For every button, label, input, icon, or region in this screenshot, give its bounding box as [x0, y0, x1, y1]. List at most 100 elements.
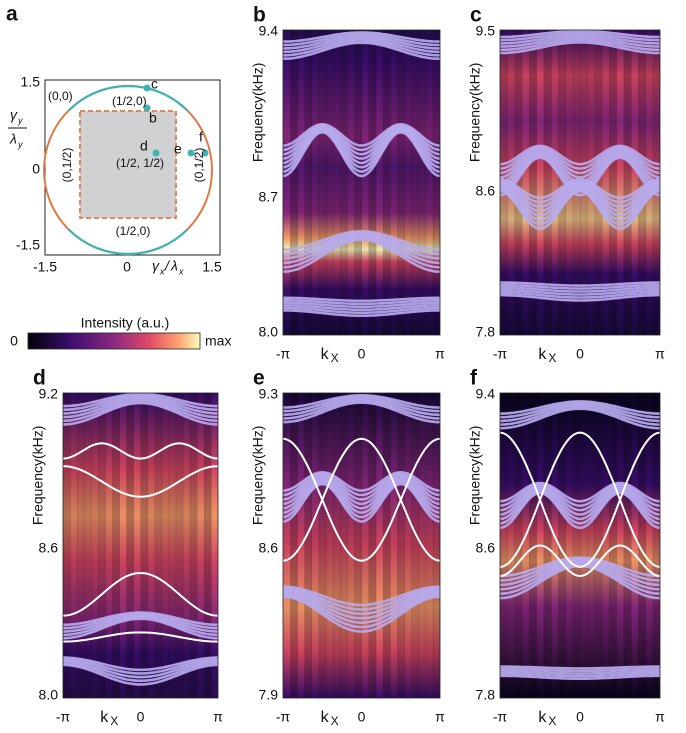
edge-state-curve	[500, 431, 660, 568]
panel-label: a	[6, 3, 18, 26]
heatmap-column	[623, 393, 632, 698]
heatmap-column	[318, 393, 327, 698]
band-line	[283, 301, 440, 309]
heatmap	[500, 393, 660, 698]
band-line	[500, 30, 660, 39]
band-line	[500, 178, 660, 200]
x-tick-label: 0	[358, 709, 366, 725]
spectrum-panel: b9.4 8.7 8.0 Frequency(kHz) -π 0 π k X	[250, 4, 445, 366]
heatmap-column	[161, 393, 170, 698]
band-line	[500, 149, 660, 179]
band-line	[500, 405, 660, 426]
x-label-part: /	[164, 258, 171, 274]
x-axis-label: k	[538, 709, 547, 726]
band-line	[500, 184, 660, 217]
y-axis-label: Frequency(kHz)	[30, 426, 46, 526]
band-line	[283, 122, 440, 147]
point-label: (1/2,0)	[116, 224, 151, 238]
heatmap-column	[147, 393, 156, 698]
edge-state-curve	[283, 437, 440, 562]
heatmap-column	[361, 393, 370, 698]
band-line	[283, 474, 440, 501]
y-tick-label: 9.4	[476, 386, 496, 402]
heatmap-column	[98, 393, 106, 698]
band-line	[283, 37, 440, 54]
heatmap-background	[500, 393, 660, 698]
heatmap-column	[587, 393, 596, 698]
panel-label: f	[470, 367, 478, 390]
point	[201, 149, 209, 157]
heatmap-column	[105, 393, 113, 698]
x-axis-label-sub: X	[110, 714, 118, 728]
y-tick-label: 8.0	[39, 687, 59, 703]
band-line	[500, 563, 660, 595]
x-tick-label: π	[213, 709, 223, 725]
y-tick-label: 8.6	[259, 539, 279, 555]
heatmap	[63, 393, 218, 698]
y-axis-label: Frequency(kHz)	[250, 426, 266, 526]
heatmap-column	[404, 393, 412, 698]
band-line	[283, 477, 440, 510]
heatmap-column	[140, 393, 149, 698]
heatmap-column	[558, 393, 566, 698]
spectrum-panel: d9.2 8.6 8.0 Frequency(kHz) -π 0 π k X	[30, 367, 223, 729]
panel-label: e	[253, 367, 265, 390]
band-line	[283, 401, 440, 424]
x-label-part: x	[178, 266, 184, 276]
y-tick-label: 9.2	[39, 386, 59, 402]
heatmap-column	[70, 393, 78, 698]
band-line	[283, 470, 440, 492]
edge-state-curve	[500, 544, 660, 578]
heatmap-column	[580, 393, 588, 698]
point	[187, 149, 195, 157]
band-line	[283, 309, 440, 317]
heatmap-column	[652, 393, 660, 698]
band-line	[283, 233, 440, 260]
heatmap	[283, 30, 440, 335]
y-tick-label: 8.7	[259, 188, 279, 204]
x-tick-label: -π	[276, 346, 291, 362]
axes-box	[282, 29, 441, 336]
band-line	[500, 181, 660, 208]
band-line	[63, 658, 218, 675]
band-line	[283, 231, 440, 256]
band-line	[283, 397, 440, 417]
heatmap-column	[63, 393, 71, 698]
heatmap-column	[311, 393, 320, 698]
band-line	[500, 403, 660, 423]
band-line	[63, 617, 218, 640]
y-tick-label: 1.5	[21, 74, 41, 90]
heatmap-column	[283, 393, 291, 698]
y-tick-label: 9.3	[259, 386, 279, 402]
heatmap-column	[84, 393, 92, 698]
band-line	[500, 188, 660, 226]
heatmap-column	[290, 393, 298, 698]
heatmap-column	[601, 30, 610, 335]
y-tick-label: -1.5	[16, 237, 40, 253]
y-axis-label: Frequency(kHz)	[250, 63, 266, 163]
band-line	[500, 481, 660, 503]
y-tick-label: 8.6	[476, 182, 496, 198]
colorbar-min: 0	[10, 333, 18, 349]
band-line	[283, 479, 440, 515]
x-axis-label-sub: X	[331, 714, 339, 728]
heatmap	[283, 393, 440, 698]
heatmap-column	[411, 30, 420, 335]
colorbar-max: max	[205, 333, 231, 349]
y-tick-label: 8.6	[476, 539, 496, 555]
band-line	[500, 179, 660, 204]
edge-state-curve	[63, 571, 218, 617]
band-line	[283, 590, 440, 620]
point-label: (0,0)	[48, 89, 73, 103]
heatmap-column	[514, 393, 523, 698]
heatmap-background	[283, 30, 440, 335]
point-label: (0,1/2)	[192, 148, 206, 183]
heatmap-column	[594, 30, 603, 335]
heatmap-column	[432, 30, 440, 335]
band-line	[500, 491, 660, 530]
x-tick-label: -π	[276, 709, 291, 725]
band-line	[283, 587, 440, 611]
heatmap-column	[325, 393, 334, 698]
y-tick-label: 8.0	[259, 324, 279, 340]
